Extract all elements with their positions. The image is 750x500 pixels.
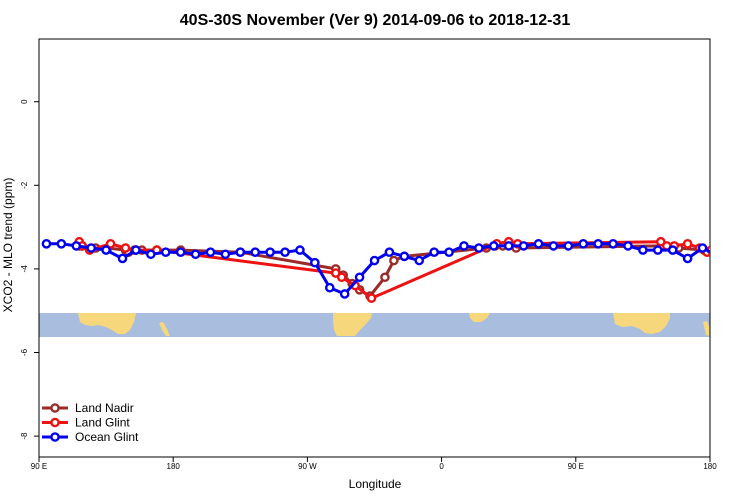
y-tick-label: -4	[20, 265, 29, 273]
data-point	[235, 247, 246, 257]
data-point	[389, 255, 399, 266]
data-point	[729, 249, 736, 256]
axes: 90 E 180 90 W 0 90 E 180 0 -2 -4 -6 -8	[20, 99, 717, 471]
data-point	[56, 239, 67, 249]
legend-marker	[50, 432, 60, 442]
y-axis-label: XCO2 - MLO trend (ppm)	[1, 178, 15, 313]
x-tick-label: 90 W	[298, 462, 317, 471]
data-point	[120, 243, 131, 253]
x-axis-label: Longitude	[349, 477, 402, 491]
data-point	[444, 247, 454, 257]
legend-item: Land Nadir	[42, 401, 134, 415]
data-point	[593, 239, 603, 249]
data-point	[533, 239, 544, 249]
data-point	[697, 243, 708, 253]
data-point	[384, 247, 395, 257]
legend-marker	[50, 417, 60, 428]
data-point	[354, 272, 365, 283]
legend-label: Land Glint	[75, 416, 130, 430]
map-strip	[39, 313, 710, 337]
data-point	[117, 253, 128, 264]
legend-item: Ocean Glint	[42, 430, 139, 444]
data-point	[503, 241, 514, 251]
data-point	[563, 241, 574, 251]
legend-label: Ocean Glint	[75, 430, 139, 444]
data-point	[71, 241, 82, 251]
data-point	[339, 289, 350, 299]
data-point	[623, 241, 633, 251]
data-point	[131, 245, 141, 255]
data-point	[399, 251, 410, 262]
x-tick-label: 180	[703, 462, 717, 471]
data-point	[280, 247, 290, 257]
data-point	[744, 249, 750, 256]
data-point	[578, 239, 589, 249]
series-ocean-glint	[41, 239, 750, 299]
land-mass-africa	[469, 313, 490, 322]
data-point	[146, 249, 156, 260]
legend-item: Land Glint	[42, 416, 130, 430]
x-tick-label: 90 E	[31, 462, 47, 471]
data-point	[41, 239, 52, 249]
data-point	[369, 255, 380, 266]
data-point	[366, 293, 377, 303]
data-point	[220, 249, 231, 260]
land-mass-new-zealand-right	[703, 321, 710, 336]
data-point	[608, 239, 618, 249]
data-point	[429, 247, 439, 257]
data-point	[160, 247, 171, 257]
data-point	[682, 253, 693, 264]
data-point	[715, 253, 722, 260]
data-point	[295, 245, 305, 255]
data-point	[459, 241, 469, 251]
x-tick-label: 90 E	[568, 462, 584, 471]
data-point	[265, 247, 275, 257]
data-point	[105, 239, 116, 249]
y-tick-label: -8	[20, 432, 29, 440]
data-point	[205, 247, 216, 257]
ocean-band	[39, 313, 710, 337]
x-tick-label: 180	[167, 462, 181, 471]
data-point	[86, 243, 96, 253]
legend-marker	[50, 403, 60, 413]
y-tick-label: 0	[20, 99, 29, 104]
land-mass-new-zealand-left	[159, 322, 170, 336]
data-point	[324, 282, 335, 293]
data-point	[518, 241, 529, 251]
land-mass-south-america	[333, 313, 372, 336]
data-point	[474, 243, 484, 253]
y-tick-label: -6	[20, 348, 29, 356]
data-point	[175, 247, 186, 257]
data-point	[101, 245, 111, 255]
data-point	[548, 241, 559, 251]
land-mass-australia-left	[78, 313, 136, 334]
y-tick-label: -2	[20, 181, 29, 189]
series-layer	[41, 236, 750, 303]
data-point	[380, 272, 390, 283]
data-point	[310, 257, 320, 268]
data-point	[414, 255, 425, 266]
data-point	[682, 239, 693, 249]
data-point	[638, 245, 648, 255]
data-point	[250, 247, 261, 257]
data-point	[712, 246, 719, 253]
legend-label: Land Nadir	[75, 401, 134, 415]
series-line	[78, 240, 710, 300]
data-point	[653, 245, 663, 255]
x-tick-label: 0	[439, 462, 444, 471]
land-mass-australia-right	[613, 313, 670, 334]
data-point	[336, 272, 347, 283]
data-point	[190, 249, 201, 260]
data-point	[488, 241, 499, 251]
chart-title: 40S-30S November (Ver 9) 2014-09-06 to 2…	[180, 12, 571, 29]
data-point	[667, 245, 678, 255]
